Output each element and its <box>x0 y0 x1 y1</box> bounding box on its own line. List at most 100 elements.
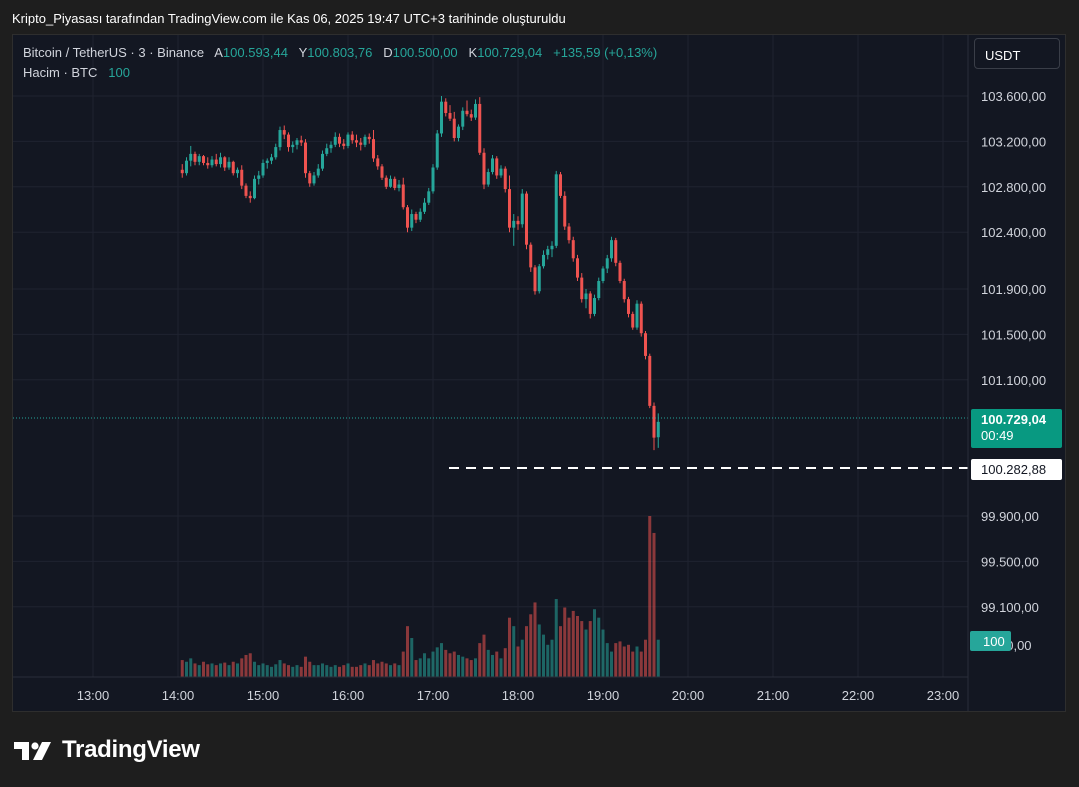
candle-body <box>601 268 605 282</box>
candle-body <box>533 267 537 292</box>
candlesticks <box>180 96 660 451</box>
candle-body <box>631 313 635 328</box>
volume-bar <box>529 614 533 677</box>
price-tick-label: 99.500,00 <box>981 554 1039 569</box>
candle-body <box>461 110 465 127</box>
candle-body <box>350 134 354 141</box>
volume-bar <box>516 646 520 677</box>
tradingview-footer[interactable]: TradingView <box>14 736 200 764</box>
candle-body <box>444 101 448 114</box>
price-axis-labels: 103.600,00 103.200,00 102.800,00 102.400,00… <box>981 89 1046 615</box>
volume-bar <box>491 654 494 677</box>
candle-body <box>559 174 562 196</box>
candle-body <box>304 142 307 174</box>
currency-button[interactable]: USDT <box>974 38 1060 69</box>
tradingview-logo-icon <box>14 742 51 760</box>
volume-bar <box>627 644 630 677</box>
volume-bar <box>444 649 448 677</box>
volume-bar <box>554 599 558 677</box>
volume-bar <box>537 624 541 677</box>
volume-bar <box>584 629 588 677</box>
candle-body <box>270 157 273 161</box>
candle-body <box>363 136 367 145</box>
volume-bar <box>304 656 307 677</box>
volume-bar <box>227 665 231 677</box>
last-price-badge-bg <box>971 409 1062 448</box>
volume-bar <box>202 661 205 677</box>
candle-body <box>410 214 414 228</box>
candle-body <box>550 245 554 250</box>
candle-body <box>512 220 516 228</box>
volume-bar <box>576 615 579 677</box>
candle-body <box>529 244 533 268</box>
time-tick-label: 23:00 <box>927 688 960 703</box>
candle-body <box>486 172 490 185</box>
volume-bar <box>503 648 507 677</box>
candle-body <box>656 421 660 438</box>
open-value: 100.593,44 <box>222 45 288 60</box>
volume-indicator-label[interactable]: Hacim · BTC <box>23 65 98 80</box>
volume-bar <box>265 665 269 677</box>
volume-bar <box>601 629 605 677</box>
candle-body <box>389 178 392 187</box>
change-value: +135,59 (+0,13%) <box>553 45 658 60</box>
chart-panel[interactable]: 103.600,00 103.200,00 102.800,00 102.400,00… <box>12 34 1066 712</box>
candle-body <box>214 159 218 165</box>
grid-layer <box>13 35 968 677</box>
volume-value-badge-bg <box>970 631 1011 651</box>
candle-body <box>248 195 252 199</box>
volume-bar <box>474 658 477 677</box>
candle-body <box>282 130 286 135</box>
volume-indicator-value: 100 <box>108 65 130 80</box>
volume-bar <box>384 663 388 677</box>
candle-body <box>546 249 550 255</box>
volume-bar <box>393 663 397 677</box>
chart-canvas[interactable]: 103.600,00 103.200,00 102.800,00 102.400,00… <box>13 35 1065 711</box>
candle-body <box>240 169 244 186</box>
volume-bar <box>312 665 316 677</box>
candle-body <box>627 299 630 314</box>
time-tick-label: 15:00 <box>247 688 280 703</box>
candle-body <box>563 195 567 227</box>
volume-bar <box>372 660 375 677</box>
candle-body <box>244 185 248 196</box>
volume-bar <box>261 663 265 677</box>
candle-body <box>465 110 469 115</box>
volume-bar <box>508 617 511 677</box>
candle-body <box>223 157 227 168</box>
volume-bar <box>495 651 499 677</box>
candle-body <box>316 168 320 176</box>
candle-body <box>189 153 193 161</box>
candle-body <box>618 262 622 282</box>
volume-bar <box>333 665 337 677</box>
candle-body <box>584 293 588 300</box>
candle-body <box>329 144 333 149</box>
volume-bar <box>367 665 371 677</box>
volume-bar <box>346 663 350 677</box>
candle-body <box>571 240 575 259</box>
candle-body <box>593 298 596 314</box>
symbol-title[interactable]: Bitcoin / TetherUS · 3 · Binance <box>23 45 205 60</box>
candle-body <box>614 240 618 263</box>
tradingview-brand: TradingView <box>62 736 200 763</box>
candle-body <box>495 158 499 176</box>
price-tick-label: 103.600,00 <box>981 89 1046 104</box>
volume-bar <box>605 643 609 677</box>
candle-countdown: 00:49 <box>981 428 1014 443</box>
volume-bar <box>308 661 312 677</box>
candle-body <box>435 133 439 168</box>
low-label: D <box>383 45 393 60</box>
candle-body <box>231 161 235 174</box>
last-price-value: 100.729,04 <box>981 412 1047 427</box>
candle-body <box>503 168 507 190</box>
volume-bar <box>197 665 201 677</box>
volume-bar <box>185 661 188 677</box>
candle-body <box>380 166 384 178</box>
volume-bar <box>567 617 571 677</box>
candle-body <box>384 177 388 187</box>
volume-bar <box>295 665 299 677</box>
volume-bar <box>423 653 426 677</box>
price-tick-label: 102.400,00 <box>981 225 1046 240</box>
candle-body <box>635 303 639 328</box>
volume-bar <box>253 661 256 677</box>
